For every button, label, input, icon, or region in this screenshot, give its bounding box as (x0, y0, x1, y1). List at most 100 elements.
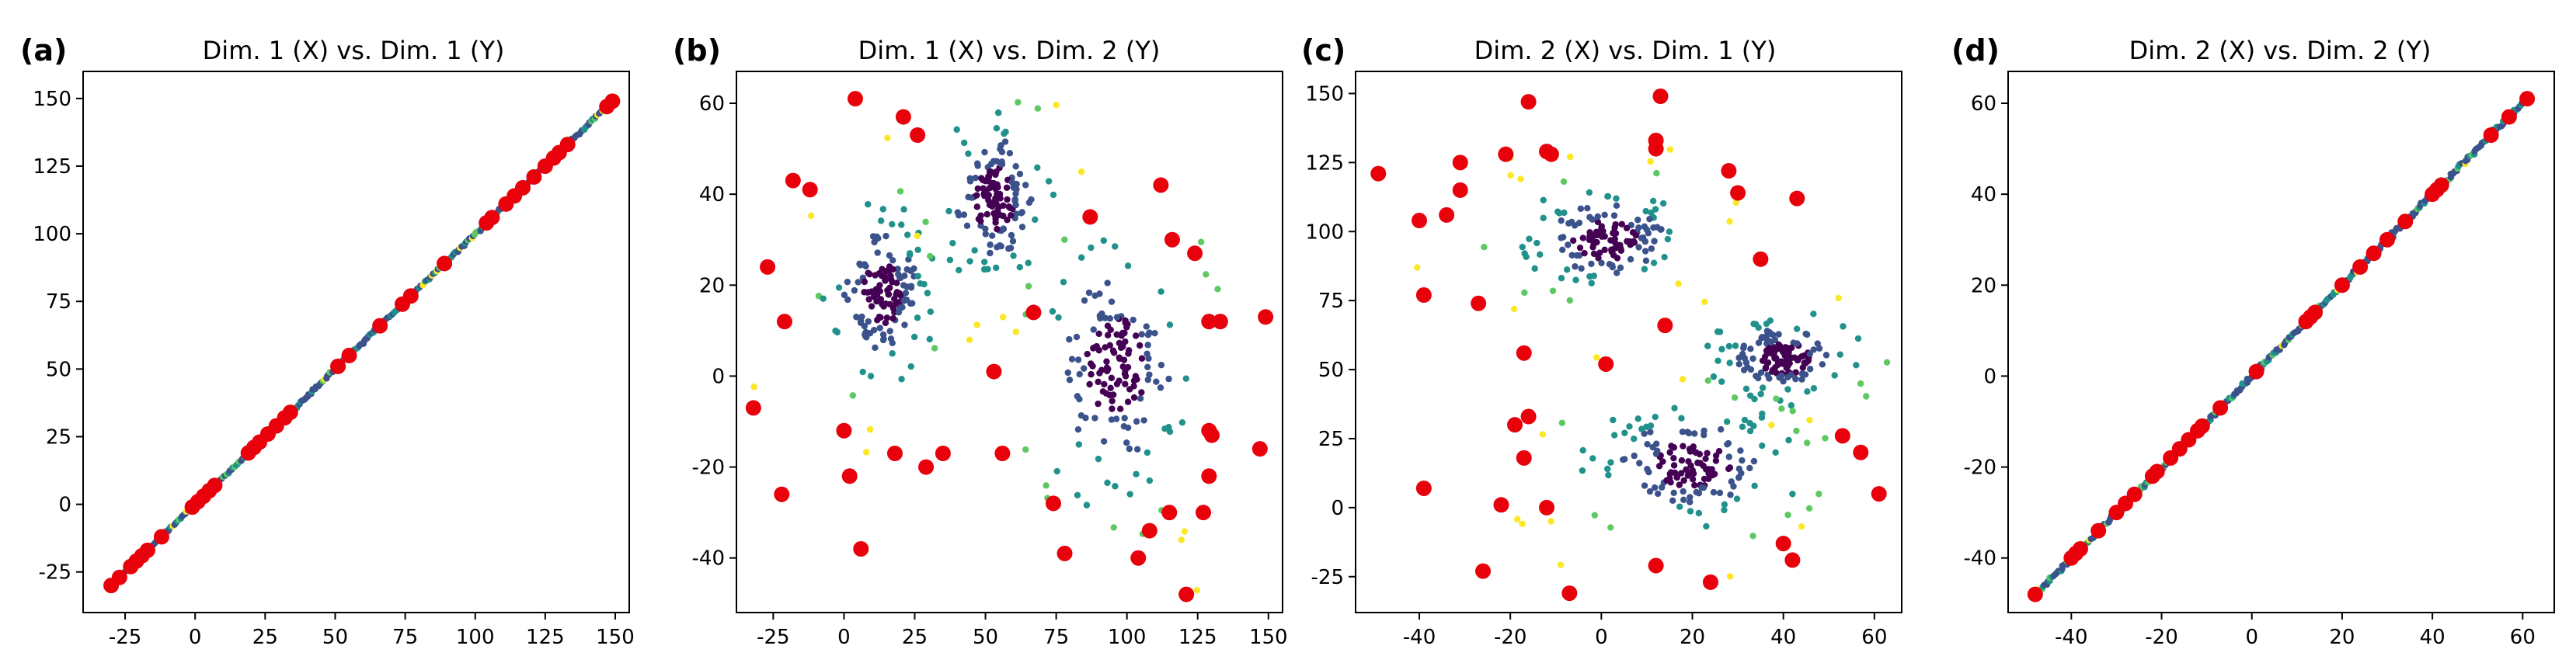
cluster-point (886, 328, 893, 335)
cluster-point (1635, 224, 1642, 231)
panel-b-letter: (b) (673, 33, 721, 68)
cluster-point (1784, 347, 1791, 354)
cluster-point (1641, 482, 1648, 489)
cluster-point (1588, 279, 1595, 286)
panel-b-plot (745, 91, 1274, 602)
outlier-point (1415, 480, 1432, 496)
cluster-point (1626, 423, 1633, 430)
cluster-point (1558, 217, 1565, 224)
outlier-point (1871, 486, 1887, 502)
cluster-point (1726, 217, 1733, 225)
cluster-point (1110, 349, 1118, 356)
outlier-point (836, 422, 852, 439)
cluster-point (1095, 346, 1102, 354)
cluster-point (1198, 238, 1205, 245)
cluster-point (1006, 150, 1014, 157)
cluster-point (1685, 458, 1692, 465)
x-tick-label: -25 (109, 626, 141, 649)
cluster-point (1647, 158, 1654, 165)
cluster-point (1022, 182, 1029, 189)
cluster-point (1822, 352, 1830, 359)
cluster-point (1022, 446, 1029, 453)
cluster-point (900, 282, 907, 289)
cluster-point (1715, 448, 1723, 455)
cluster-point (1517, 175, 1524, 182)
cluster-point (1558, 234, 1565, 241)
cluster-point (1651, 484, 1659, 491)
cluster-point (1593, 228, 1600, 235)
x-tick-label: 25 (252, 626, 278, 649)
cluster-point (1677, 470, 1685, 477)
x-tick-label: 75 (392, 626, 418, 649)
cluster-point (1590, 238, 1598, 245)
cluster-point (1605, 471, 1612, 479)
cluster-point (1053, 101, 1060, 109)
cluster-point (1124, 321, 1131, 328)
outlier-point (802, 182, 818, 198)
cluster-point (1702, 455, 1709, 463)
cluster-point (1803, 439, 1811, 446)
cluster-point (1133, 376, 1140, 383)
cluster-point (834, 328, 841, 336)
cluster-point (1144, 350, 1150, 357)
cluster-point (889, 305, 897, 312)
cluster-point (1726, 573, 1734, 580)
cluster-point (1711, 470, 1718, 477)
outlier-point (994, 446, 1011, 461)
cluster-point (1613, 269, 1620, 276)
cluster-point (910, 333, 918, 341)
cluster-point (1701, 427, 1707, 434)
cluster-point (1652, 413, 1659, 421)
cluster-point (1594, 218, 1602, 226)
cluster-point (857, 318, 865, 325)
cluster-point (1106, 391, 1113, 399)
outlier-point (895, 109, 911, 125)
cluster-point (1680, 488, 1687, 495)
x-tick-label: 60 (2510, 626, 2536, 649)
cluster-point (1082, 415, 1089, 422)
cluster-point (1635, 244, 1642, 251)
cluster-point (1566, 153, 1574, 161)
cluster-point (1757, 369, 1765, 377)
cluster-point (1666, 474, 1673, 482)
cluster-point (1676, 503, 1683, 510)
panel-d-axes (2007, 71, 2555, 613)
cluster-point (1130, 383, 1137, 390)
cluster-point (1165, 375, 1172, 383)
outlier-point (2365, 245, 2382, 262)
outlier-point (2126, 486, 2143, 502)
panel-d: (d) Dim. 2 (X) vs. Dim. 2 (Y) -40 -20 0 20 4… (1951, 33, 2555, 649)
y-tick-label: 25 (46, 425, 71, 449)
y-tick-label: 50 (46, 358, 71, 381)
panel-a-plot (103, 93, 621, 594)
cluster-point (1068, 356, 1076, 363)
cluster-point (1018, 209, 1025, 216)
cluster-point (1557, 561, 1565, 568)
cluster-point (902, 290, 910, 297)
cluster-point (1088, 244, 1095, 252)
cluster-point (994, 207, 1001, 214)
cluster-point (1013, 180, 1020, 188)
cluster-point (1126, 445, 1133, 453)
cluster-point (862, 262, 869, 270)
cluster-point (851, 286, 858, 294)
cluster-point (1045, 178, 1053, 185)
cluster-point (1004, 196, 1011, 203)
cluster-point (886, 252, 893, 259)
cluster-point (978, 175, 985, 182)
cluster-point (1742, 385, 1750, 393)
cluster-point (1810, 385, 1818, 392)
cluster-point (1746, 427, 1754, 435)
cluster-point (1086, 380, 1093, 388)
outlier-point (437, 255, 453, 272)
outlier-point (372, 318, 388, 334)
cluster-point (1659, 458, 1666, 465)
cluster-point (900, 206, 907, 213)
cluster-point (1646, 215, 1653, 223)
outlier-point (1543, 146, 1559, 162)
cluster-point (1673, 474, 1680, 481)
cluster-point (910, 265, 917, 273)
cluster-point (1084, 350, 1091, 358)
cluster-point (1549, 287, 1557, 294)
cluster-point (853, 314, 860, 321)
